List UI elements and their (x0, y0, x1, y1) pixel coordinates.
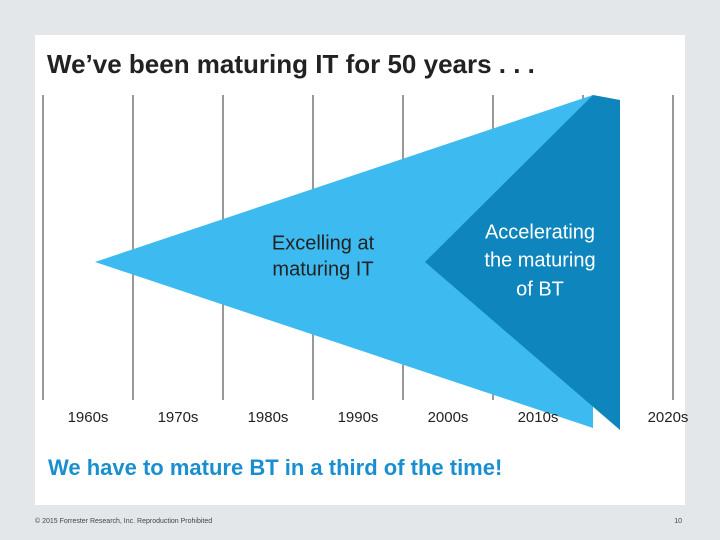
title: We’ve been maturing IT for 50 years . . … (47, 49, 535, 79)
it-triangle (95, 95, 593, 428)
copyright: © 2015 Forrester Research, Inc. Reproduc… (35, 517, 212, 525)
bt-label-line: the maturing (484, 249, 595, 271)
decade-label: 2010s (518, 409, 559, 426)
decade-labels: 1960s 1970s 1980s 1990s 2000s 2010s 2020s (68, 409, 689, 426)
bt-label-line: Accelerating (485, 221, 595, 243)
bt-triangle (425, 95, 620, 430)
decade-label: 2000s (428, 409, 469, 426)
it-label-line: Excelling at (272, 232, 375, 254)
decade-label: 1960s (68, 409, 109, 426)
page-number: 10 (674, 518, 682, 525)
decade-label: 1970s (158, 409, 199, 426)
decade-label: 1980s (248, 409, 289, 426)
decade-label: 1990s (338, 409, 379, 426)
bt-label-line: of BT (516, 278, 564, 300)
bt-label: Accelerating the maturing of BT (484, 221, 595, 300)
it-label: Excelling at maturing IT (272, 232, 375, 280)
message: We have to mature BT in a third of the t… (48, 455, 502, 480)
it-label-line: maturing IT (272, 258, 373, 280)
decade-label: 2020s (648, 409, 689, 426)
